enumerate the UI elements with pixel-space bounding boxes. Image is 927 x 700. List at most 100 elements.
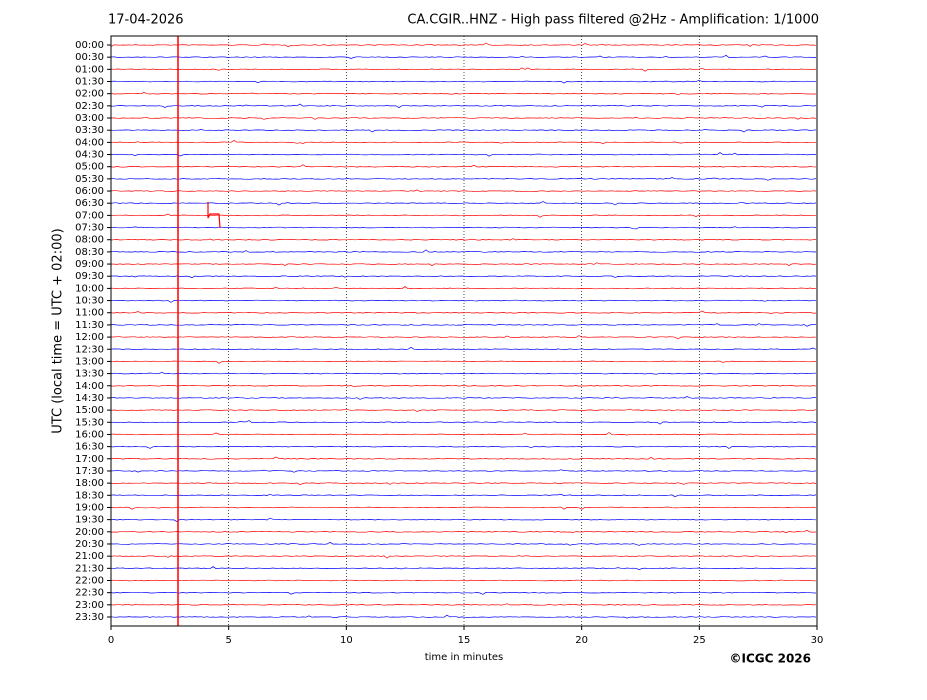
y-tick-label: 17:00	[75, 454, 104, 465]
y-tick-label: 19:30	[75, 515, 104, 526]
trace	[110, 566, 817, 570]
chart-title: CA.CGIR..HNZ - High pass filtered @2Hz -…	[407, 13, 819, 28]
trace	[110, 129, 817, 133]
trace	[110, 529, 817, 534]
y-tick-label: 00:00	[75, 40, 104, 51]
x-tick-label: 30	[811, 635, 824, 646]
trace	[110, 103, 817, 109]
trace	[111, 275, 817, 279]
trace	[110, 555, 817, 559]
x-tick-label: 25	[693, 635, 706, 646]
y-tick-label: 08:30	[75, 247, 104, 258]
y-tick-label: 12:00	[75, 332, 104, 343]
trace	[110, 117, 817, 120]
y-tick-label: 10:30	[75, 296, 104, 307]
copyright: ©ICGC 2026	[729, 652, 811, 666]
trace	[110, 262, 817, 267]
y-tick-label: 18:00	[75, 478, 104, 489]
trace	[110, 445, 817, 449]
trace	[110, 385, 817, 388]
trace	[110, 226, 817, 230]
y-tick-label: 11:00	[75, 308, 104, 319]
trace	[110, 213, 817, 218]
y-tick-label: 03:00	[75, 113, 104, 124]
x-tick-label: 20	[575, 635, 588, 646]
y-tick-label: 18:30	[75, 490, 104, 501]
x-tick-label: 10	[340, 635, 353, 646]
y-tick-label: 23:30	[75, 612, 104, 623]
y-tick-label: 16:00	[75, 429, 104, 440]
y-tick-label: 10:00	[75, 283, 104, 294]
y-tick-label: 15:00	[75, 405, 104, 416]
trace	[110, 286, 817, 290]
x-tick-label: 0	[108, 635, 114, 646]
y-tick-label: 02:30	[75, 101, 104, 112]
trace	[110, 238, 817, 241]
trace	[110, 92, 816, 96]
y-tick-label: 01:30	[75, 77, 104, 88]
y-tick-label: 06:30	[75, 198, 104, 209]
trace	[110, 482, 817, 485]
y-tick-label: 11:30	[75, 320, 104, 331]
y-tick-label: 05:30	[75, 174, 104, 185]
trace	[110, 493, 817, 498]
trace	[110, 67, 817, 72]
trace	[110, 201, 817, 206]
trace	[110, 177, 817, 181]
trace	[110, 456, 817, 460]
y-tick-label: 09:30	[75, 271, 104, 282]
trace	[110, 591, 817, 595]
y-tick-label: 14:00	[75, 381, 104, 392]
trace	[110, 79, 817, 84]
y-tick-label: 13:30	[75, 369, 104, 380]
trace	[110, 360, 817, 364]
y-tick-label: 15:30	[75, 417, 104, 428]
y-tick-label: 00:30	[75, 52, 104, 63]
trace	[110, 579, 816, 582]
trace	[110, 310, 816, 314]
date: 17-04-2026	[108, 13, 184, 28]
y-tick-label: 14:30	[75, 393, 104, 404]
trace	[110, 54, 816, 59]
event-step	[207, 202, 221, 229]
trace	[110, 396, 816, 400]
trace	[111, 249, 817, 253]
trace	[111, 335, 817, 340]
y-tick-label: 20:00	[75, 527, 104, 538]
x-tick-label: 5	[225, 635, 231, 646]
y-tick-label: 17:30	[75, 466, 104, 477]
x-tick-label: 15	[458, 635, 471, 646]
trace	[110, 189, 817, 192]
trace	[111, 323, 817, 327]
y-tick-label: 01:00	[75, 64, 104, 75]
plot-area	[110, 36, 817, 626]
y-tick-label: 13:00	[75, 356, 104, 367]
y-tick-label: 07:30	[75, 223, 104, 234]
y-tick-label: 06:00	[75, 186, 104, 197]
trace	[110, 299, 817, 303]
trace	[110, 603, 817, 606]
y-tick-label: 07:00	[75, 210, 104, 221]
y-tick-label: 22:00	[75, 575, 104, 586]
y-tick-label: 19:00	[75, 502, 104, 513]
y-tick-label: 04:00	[75, 137, 104, 148]
y-tick-label: 02:00	[75, 89, 104, 100]
trace	[110, 432, 817, 436]
y-tick-label: 05:00	[75, 162, 104, 173]
y-axis-label: UTC (local time = UTC + 02:00)	[51, 228, 66, 433]
trace	[110, 346, 817, 351]
trace	[110, 614, 817, 619]
y-tick-label: 21:30	[75, 563, 104, 574]
y-tick-label: 22:30	[75, 588, 104, 599]
trace	[110, 420, 817, 425]
y-tick-label: 08:00	[75, 235, 104, 246]
trace	[110, 372, 816, 375]
y-tick-label: 12:30	[75, 344, 104, 355]
trace	[111, 506, 817, 510]
trace	[110, 42, 817, 48]
y-tick-label: 03:30	[75, 125, 104, 136]
trace	[110, 152, 816, 157]
y-tick-label: 23:00	[75, 600, 104, 611]
